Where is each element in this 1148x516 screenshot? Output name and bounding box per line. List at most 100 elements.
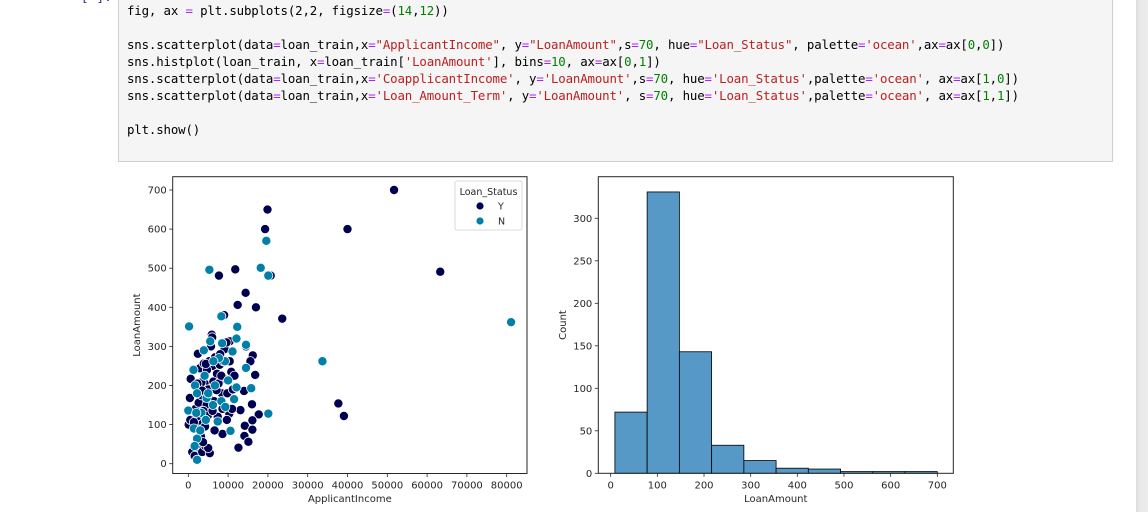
data-point <box>241 362 252 373</box>
y-tick-label: 200 <box>148 381 167 392</box>
x-tick-label: 40000 <box>332 481 364 492</box>
data-point <box>199 370 210 381</box>
x-tick-label: 300 <box>741 480 760 491</box>
y-tick-label: 100 <box>573 384 592 395</box>
x-tick-label: 30000 <box>292 481 324 492</box>
cell-output: 0 100 200 300 400 500 600 700 0 10000 20000 30000 40… <box>118 165 1118 512</box>
y-tick-label: 200 <box>573 299 592 310</box>
histogram-bar <box>614 411 648 474</box>
x-tick-label: 60000 <box>411 481 443 492</box>
data-point <box>240 287 251 298</box>
data-point <box>205 336 216 347</box>
data-point <box>262 204 273 215</box>
data-point <box>209 425 220 436</box>
data-point <box>253 409 264 420</box>
code-line: sns.histplot(loan_train, x=loan_train['L… <box>127 54 661 69</box>
y-tick-label: 0 <box>586 469 592 480</box>
data-point <box>209 380 220 391</box>
code-line: sns.scatterplot(data=loan_train,x="Appli… <box>127 37 1005 52</box>
data-point <box>255 262 266 273</box>
histogram-loanamount: 0 50 100 150 200 250 300 0 100 200 300 400 500 600 700… <box>558 176 954 505</box>
data-point <box>189 441 200 452</box>
histogram-bar <box>678 351 713 474</box>
data-point <box>342 224 353 235</box>
code-line: fig, ax = plt.subplots(2,2, figsize=(14,… <box>127 3 449 18</box>
legend-title: Loan_Status <box>460 187 518 198</box>
data-point <box>235 405 246 416</box>
data-point <box>217 338 228 349</box>
data-point <box>247 424 258 435</box>
code-line: sns.scatterplot(data=loan_train,x='Loan_… <box>127 88 1019 103</box>
series-N <box>183 235 517 465</box>
y-tick-label: 0 <box>160 459 166 470</box>
data-point <box>317 356 328 367</box>
data-point <box>225 425 236 436</box>
data-point <box>260 224 271 235</box>
data-point <box>246 399 257 410</box>
data-point <box>261 235 272 246</box>
legend-marker-icon <box>476 217 484 225</box>
y-tick-label: 300 <box>148 342 167 353</box>
y-tick-label: 150 <box>573 341 592 352</box>
data-point <box>241 339 252 350</box>
data-point <box>232 321 243 332</box>
y-tick-label: 300 <box>573 214 592 225</box>
scatter-plot-applicantincome-vs-loanamount: 0 100 200 300 400 500 600 700 0 10000 20000 30000 40… <box>132 176 528 505</box>
data-point <box>184 321 195 332</box>
data-point <box>250 369 261 380</box>
y-axis-label: Count <box>558 310 569 340</box>
data-point <box>221 414 232 425</box>
code-line: plt.show() <box>127 122 201 137</box>
code-cell[interactable]: fig, ax = plt.subplots(2,2, figsize=(14,… <box>118 0 1113 162</box>
x-tick-label: 400 <box>788 480 807 491</box>
legend-marker-icon <box>476 202 484 210</box>
data-point <box>216 311 227 322</box>
code-editor[interactable]: fig, ax = plt.subplots(2,2, figsize=(14,… <box>127 2 1019 138</box>
data-point <box>333 398 344 409</box>
data-point <box>212 416 223 427</box>
plot-frame <box>172 176 528 474</box>
data-point <box>191 407 202 418</box>
data-point <box>263 408 274 419</box>
y-tick-label: 50 <box>580 426 593 437</box>
x-tick-label: 50000 <box>371 481 403 492</box>
data-point <box>188 364 199 375</box>
x-tick-label: 200 <box>694 480 713 491</box>
data-point <box>506 317 517 328</box>
data-point <box>231 333 242 344</box>
data-point <box>227 346 238 357</box>
x-tick-label: 80000 <box>491 481 523 492</box>
x-axis-label: ApplicantIncome <box>308 494 392 505</box>
data-point <box>204 264 215 275</box>
data-point <box>229 394 240 405</box>
data-point <box>231 382 242 393</box>
legend-entry-label: Y <box>497 202 504 213</box>
data-point <box>233 442 244 453</box>
data-point <box>220 402 231 413</box>
y-tick-label: 250 <box>573 256 592 267</box>
y-tick-label: 500 <box>148 264 167 275</box>
data-point <box>208 356 219 367</box>
histogram-bar <box>807 468 841 474</box>
x-tick-label: 700 <box>928 480 947 491</box>
y-tick-label: 100 <box>148 420 167 431</box>
data-point <box>200 414 211 425</box>
x-tick-label: 0 <box>185 481 191 492</box>
x-tick-label: 20000 <box>252 481 284 492</box>
page-scrollbar[interactable] <box>1136 0 1148 512</box>
data-point <box>195 425 206 436</box>
x-tick-label: 600 <box>881 480 900 491</box>
histogram-bar <box>743 460 777 474</box>
data-point <box>230 264 241 275</box>
x-tick-label: 10000 <box>212 481 244 492</box>
legend-entry-label: N <box>498 217 505 228</box>
data-point <box>198 345 209 356</box>
data-point <box>223 375 234 386</box>
data-point <box>277 313 288 324</box>
data-point <box>207 400 218 411</box>
data-point <box>232 299 243 310</box>
x-tick-label: 100 <box>648 480 667 491</box>
x-axis-label: LoanAmount <box>744 494 807 505</box>
data-point <box>184 393 195 404</box>
